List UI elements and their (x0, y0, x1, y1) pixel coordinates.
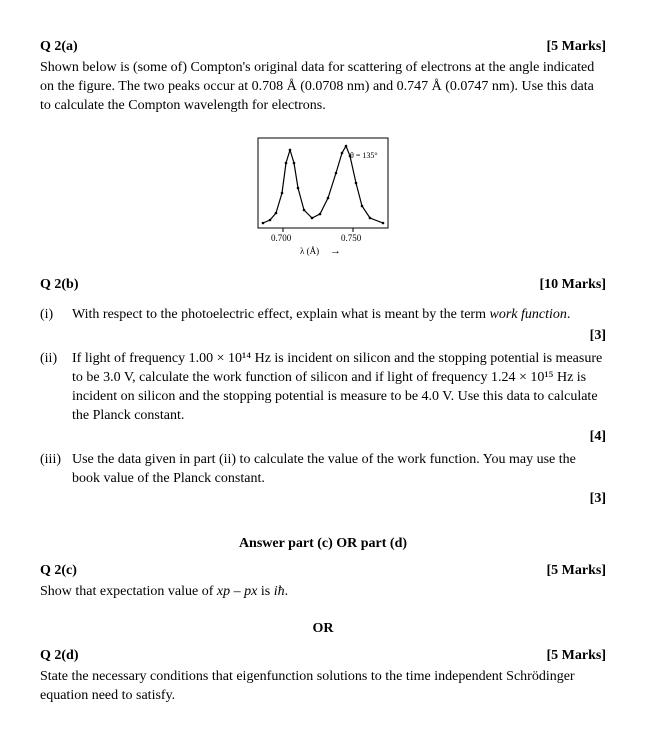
q2b-ii-text: If light of frequency 1.00 × 10¹⁴ Hz is … (72, 350, 606, 426)
xtick2: 0.750 (341, 233, 362, 243)
q2a-marks: [5 Marks] (547, 38, 607, 57)
q2b-i: (i) With respect to the photoelectric ef… (40, 306, 606, 325)
q2b-ii-mark: [4] (40, 428, 606, 447)
compton-figure: θ = 135° 0.700 0.750 λ (Å) → (238, 128, 408, 258)
q2d-marks: [5 Marks] (547, 647, 607, 666)
q2b-i-mark: [3] (40, 327, 606, 346)
q2d-text: State the necessary conditions that eige… (40, 668, 606, 706)
q2b-marks: [10 Marks] (540, 276, 607, 295)
q2c-label: Q 2(c) (40, 562, 77, 581)
q2b-i-num: (i) (40, 306, 72, 325)
q2d-label: Q 2(d) (40, 647, 79, 666)
q2c-header: Q 2(c) [5 Marks] (40, 562, 606, 581)
q2a-label: Q 2(a) (40, 38, 78, 57)
q2b-ii-num: (ii) (40, 350, 72, 426)
q2b-header: Q 2(b) [10 Marks] (40, 276, 606, 295)
or-separator: OR (40, 620, 606, 639)
q2b-iii-num: (iii) (40, 451, 72, 489)
q2a-text: Shown below is (some of) Compton's origi… (40, 59, 606, 116)
q2c-marks: [5 Marks] (547, 562, 607, 581)
choice-instruction: Answer part (c) OR part (d) (40, 535, 606, 554)
xlabel-arrow: → (330, 245, 341, 257)
q2b-label: Q 2(b) (40, 276, 79, 295)
q2b-iii: (iii) Use the data given in part (ii) to… (40, 451, 606, 489)
q2c-text: Show that expectation value of xp – px i… (40, 583, 606, 602)
q2b-ii: (ii) If light of frequency 1.00 × 10¹⁴ H… (40, 350, 606, 426)
q2d-header: Q 2(d) [5 Marks] (40, 647, 606, 666)
xtick1: 0.700 (271, 233, 292, 243)
theta-label: θ = 135° (350, 151, 378, 160)
q2b-iii-mark: [3] (40, 490, 606, 509)
q2a-header: Q 2(a) [5 Marks] (40, 38, 606, 57)
compton-chart-svg: θ = 135° 0.700 0.750 λ (Å) → (238, 128, 408, 258)
q2b-i-text: With respect to the photoelectric effect… (72, 306, 606, 325)
q2b-iii-text: Use the data given in part (ii) to calcu… (72, 451, 606, 489)
xlabel: λ (Å) (300, 246, 319, 256)
